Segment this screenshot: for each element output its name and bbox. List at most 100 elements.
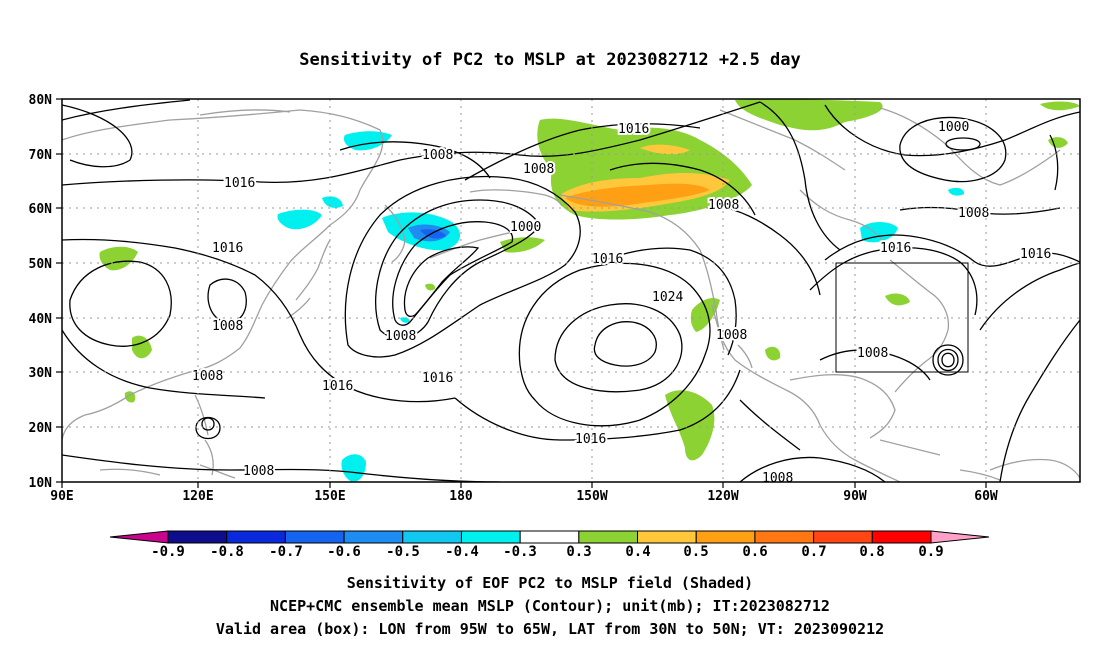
- contour-label: 1008: [385, 329, 416, 344]
- lat-label: 20N: [29, 421, 53, 436]
- contour-label: 1008: [857, 346, 888, 361]
- isobar: [739, 456, 886, 482]
- lon-label: 120E: [182, 489, 213, 504]
- isobar: [593, 321, 657, 367]
- coastline-philippines: [194, 394, 214, 476]
- shade-positive: [1048, 137, 1068, 148]
- isobar: [69, 260, 172, 347]
- isobar: [195, 416, 221, 440]
- contour-label: 1008: [716, 328, 747, 343]
- coastline-asia: [62, 109, 384, 441]
- contour-label: 1000: [510, 220, 541, 235]
- contour-label: 1008: [708, 198, 739, 213]
- contour-label: 1016: [322, 379, 353, 394]
- isobar: [899, 206, 1061, 215]
- colorbar-swatch: [813, 530, 873, 544]
- coastline-canada-arctic: [719, 109, 846, 171]
- contour-label: 1016: [618, 122, 649, 137]
- isobar: [62, 104, 133, 168]
- isobar: [937, 348, 959, 372]
- shade-negative: [343, 131, 392, 151]
- colorbar-label: 0.4: [625, 544, 650, 560]
- contour-label: 1024: [652, 290, 683, 305]
- contour-label: 1016: [1020, 247, 1051, 262]
- caption-line-3: Valid area (box): LON from 95W to 65W, L…: [215, 620, 885, 638]
- lat-label: 50N: [29, 257, 53, 272]
- map-frame: [61, 98, 1081, 483]
- caption-line-2: NCEP+CMC ensemble mean MSLP (Contour); u…: [270, 597, 830, 615]
- colorbar: [109, 530, 990, 544]
- isobar: [819, 349, 931, 381]
- colorbar-swatch: [402, 530, 462, 544]
- coastline-caribbean: [879, 439, 1001, 481]
- colorbar-swatch: [226, 530, 286, 544]
- colorbar-swatch: [284, 530, 345, 544]
- shade-positive: [425, 283, 436, 291]
- contour-label: 1016: [575, 432, 606, 447]
- isobar: [1049, 134, 1059, 191]
- coastline-us-east: [889, 259, 950, 393]
- isobar: [375, 199, 541, 339]
- contour-label: 1000: [938, 120, 969, 135]
- lat-label: 10N: [29, 476, 53, 491]
- isobar: [941, 352, 955, 368]
- lon-label: 150W: [576, 489, 607, 504]
- shade-positive: [1040, 101, 1080, 111]
- shade-positive: [565, 183, 710, 207]
- lon-label: 120W: [707, 489, 738, 504]
- contour-labels: 1016 1008 1008 1000 1008 1016 1016 1008 …: [190, 118, 1053, 482]
- shade-negative: [322, 196, 343, 208]
- isobar: [62, 238, 456, 403]
- colorbar-swatch: [460, 530, 521, 544]
- coastline-alaska: [469, 189, 563, 207]
- coastline-baja: [711, 304, 753, 369]
- colorbar-labels: -0.9 -0.8 -0.7 -0.6 -0.5 -0.4 -0.3 0.3 0…: [151, 544, 944, 560]
- isobar: [62, 99, 191, 121]
- colorbar-label: -0.4: [445, 544, 479, 560]
- colorbar-label: -0.7: [269, 544, 303, 560]
- colorbar-label: -0.9: [151, 544, 185, 560]
- coastline-indonesia: [99, 464, 236, 479]
- coastline-arctic-asia: [199, 109, 291, 116]
- coastline-hudson: [799, 189, 891, 251]
- lat-label: 80N: [29, 93, 53, 108]
- coastline-japan: [287, 239, 331, 319]
- colorbar-swatch: [695, 530, 756, 544]
- contour-label: 1008: [192, 369, 223, 384]
- colorbar-label: 0.6: [742, 544, 767, 560]
- shade-negative: [948, 187, 965, 196]
- lon-label: 180: [449, 489, 473, 504]
- lon-label: 90W: [843, 489, 867, 504]
- isobar: [62, 329, 266, 399]
- colorbar-swatch: [754, 530, 815, 544]
- shade-positive: [885, 293, 910, 306]
- contour-label: 1016: [592, 252, 623, 267]
- isobar: [464, 123, 701, 181]
- contour-label: 1008: [212, 319, 243, 334]
- isobar: [999, 319, 1080, 482]
- colorbar-label: 0.7: [801, 544, 826, 560]
- colorbar-label: 0.3: [566, 544, 591, 560]
- isobar: [554, 303, 683, 393]
- lat-label: 70N: [29, 148, 53, 163]
- isobar: [403, 246, 480, 317]
- shade-positive: [99, 246, 138, 271]
- isobar: [454, 369, 741, 441]
- colorbar-label: -0.6: [327, 544, 361, 560]
- shade-positive: [665, 390, 715, 461]
- colorbar-label: -0.5: [386, 544, 420, 560]
- colorbar-swatch: [519, 530, 580, 544]
- lat-label: 60N: [29, 202, 53, 217]
- colorbar-swatch: [167, 530, 228, 544]
- shade-negative: [420, 229, 446, 239]
- colorbar-arrow-low: [109, 530, 169, 544]
- lon-label: 60W: [974, 489, 998, 504]
- isobar: [609, 162, 756, 216]
- isobar: [759, 101, 841, 251]
- lon-label: 90E: [50, 489, 73, 504]
- isobar: [739, 399, 801, 451]
- colorbar-label: -0.3: [503, 544, 537, 560]
- lon-label: 150E: [314, 489, 345, 504]
- colorbar-label: 0.9: [918, 544, 943, 560]
- colorbar-swatch: [637, 530, 697, 544]
